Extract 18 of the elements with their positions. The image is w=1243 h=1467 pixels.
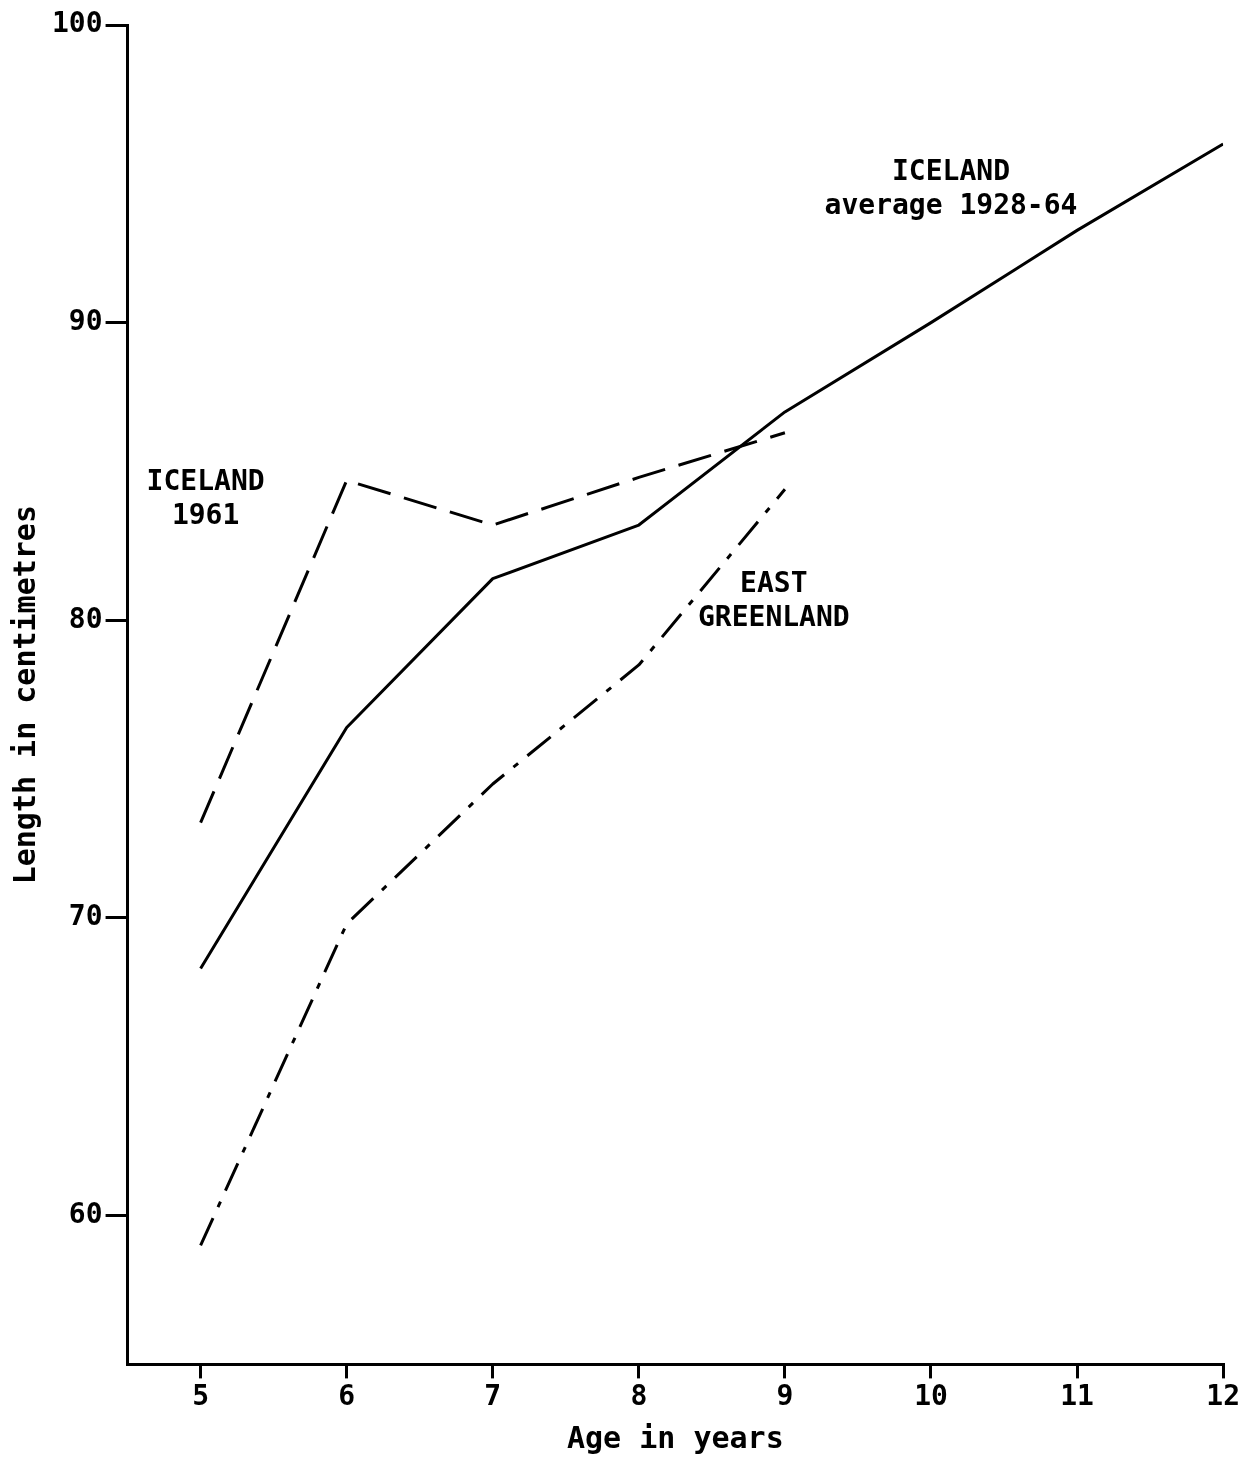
x-axis-title: Age in years bbox=[566, 1419, 784, 1455]
y-axis-title: Length in centimetres bbox=[6, 505, 42, 885]
x-tick-label: 5 bbox=[192, 1379, 210, 1413]
x-tick-label: 6 bbox=[338, 1379, 356, 1413]
x-tick-label: 9 bbox=[776, 1379, 794, 1413]
x-tick-label: 8 bbox=[630, 1379, 648, 1413]
y-tick-label: 100 bbox=[51, 6, 103, 40]
x-tick-label: 7 bbox=[484, 1379, 502, 1413]
y-tick-label: 70 bbox=[68, 899, 103, 933]
series-label: ICELAND 1961 bbox=[146, 463, 265, 531]
x-tick-label: 10 bbox=[914, 1379, 948, 1413]
series-label: EAST GREENLAND bbox=[697, 566, 850, 634]
y-tick-label: 60 bbox=[68, 1196, 103, 1230]
y-tick-label: 90 bbox=[68, 303, 103, 337]
x-tick-label: 12 bbox=[1206, 1379, 1240, 1413]
series-label: ICELAND average 1928-64 bbox=[824, 153, 1078, 221]
x-tick-label: 11 bbox=[1060, 1379, 1094, 1413]
y-tick-label: 80 bbox=[68, 601, 103, 635]
